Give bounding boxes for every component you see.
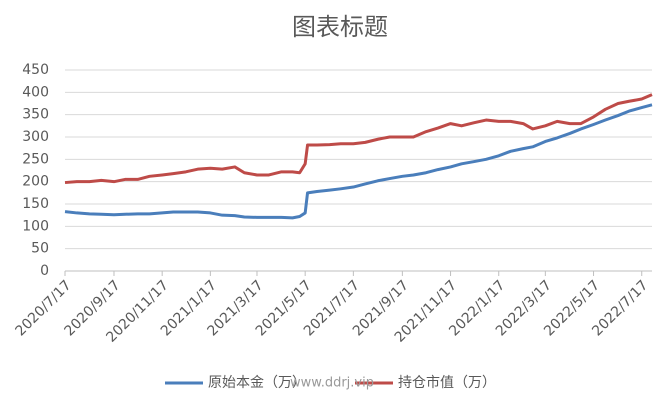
chart-title: 图表标题 — [292, 13, 388, 41]
series-line — [64, 93, 653, 185]
y-tick-label: 100 — [22, 218, 49, 234]
watermark: www.ddrj.vip — [290, 376, 374, 391]
y-tick-label: 50 — [31, 241, 49, 257]
y-tick-label: 450 — [22, 62, 49, 78]
legend-label: 原始本金（万） — [208, 375, 306, 391]
y-tick-label: 350 — [22, 107, 49, 123]
y-tick-label: 250 — [22, 151, 49, 167]
legend-label: 持仓市值（万） — [398, 374, 496, 391]
y-tick-label: 150 — [22, 196, 49, 212]
y-tick-label: 400 — [22, 84, 49, 100]
y-tick-label: 0 — [40, 263, 49, 279]
y-tick-label: 300 — [22, 129, 49, 145]
y-tick-label: 200 — [22, 174, 49, 190]
series-line — [64, 103, 653, 220]
